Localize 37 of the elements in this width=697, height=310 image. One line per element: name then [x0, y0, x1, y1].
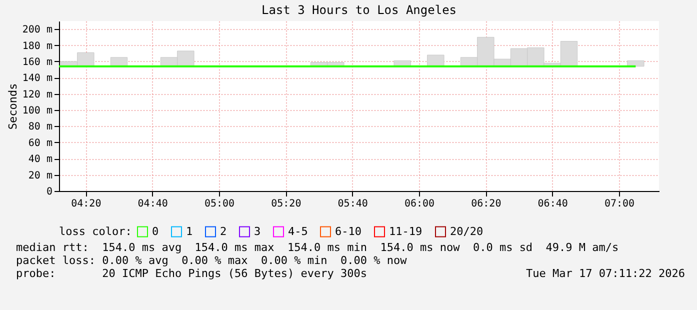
y-tick-label: 180 m	[22, 40, 52, 52]
y-tick-label: 120 m	[22, 89, 52, 100]
y-tick-label: 200 m	[22, 24, 52, 36]
bar	[427, 54, 444, 67]
chart-title: Last 3 Hours to Los Angeles	[261, 3, 457, 17]
legend-label: 4-5	[288, 224, 308, 238]
text: probe: 20 ICMP Echo Pings (56 Bytes) every 300s	[16, 267, 367, 280]
legend-label: 11-19	[389, 224, 422, 238]
legend-label: 20/20	[450, 224, 484, 238]
legend-label: 6-10	[335, 224, 362, 238]
y-tick-label: 160 m	[22, 56, 52, 68]
y-tick-label: 40 m	[28, 154, 52, 166]
legend-title: loss color:	[59, 225, 132, 238]
x-tick-label: 07:00	[604, 198, 635, 210]
x-tick-label: 06:40	[538, 198, 568, 210]
legend-label: 2	[220, 224, 227, 238]
text: median rtt: 154.0 ms avg 154.0 ms max 154.0 ms min 154.0 ms now 0.0 ms sd 49.9 M am/s	[16, 241, 620, 254]
x-tick-label: 05:40	[338, 198, 368, 210]
x-tick-label: 05:20	[271, 198, 302, 210]
legend-label: 3	[254, 224, 261, 238]
y-tick-label: 80 m	[28, 122, 52, 133]
y-tick-label: 100 m	[22, 106, 52, 117]
x-tick-label: 05:00	[204, 198, 235, 210]
x-tick-label: 04:40	[138, 198, 168, 210]
legend-label: 1	[186, 224, 193, 238]
y-tick-label: 60 m	[28, 138, 52, 149]
text: packet loss: 0.00 % avg 0.00 % max 0.00 % min 0.00 % now	[16, 254, 408, 267]
legend-label: 0	[152, 224, 159, 238]
y-tick-label: 20 m	[28, 170, 52, 182]
y-axis-title: Seconds	[6, 83, 20, 130]
y-tick-label: 0	[46, 186, 52, 198]
x-tick-label: 06:00	[404, 198, 435, 210]
text: Tue Mar 17 07:11:22 2026	[526, 267, 685, 280]
y-tick-label: 140 m	[22, 73, 52, 84]
bar	[627, 60, 644, 67]
x-tick-label: 04:20	[71, 198, 102, 210]
x-tick-label: 06:20	[471, 198, 502, 210]
